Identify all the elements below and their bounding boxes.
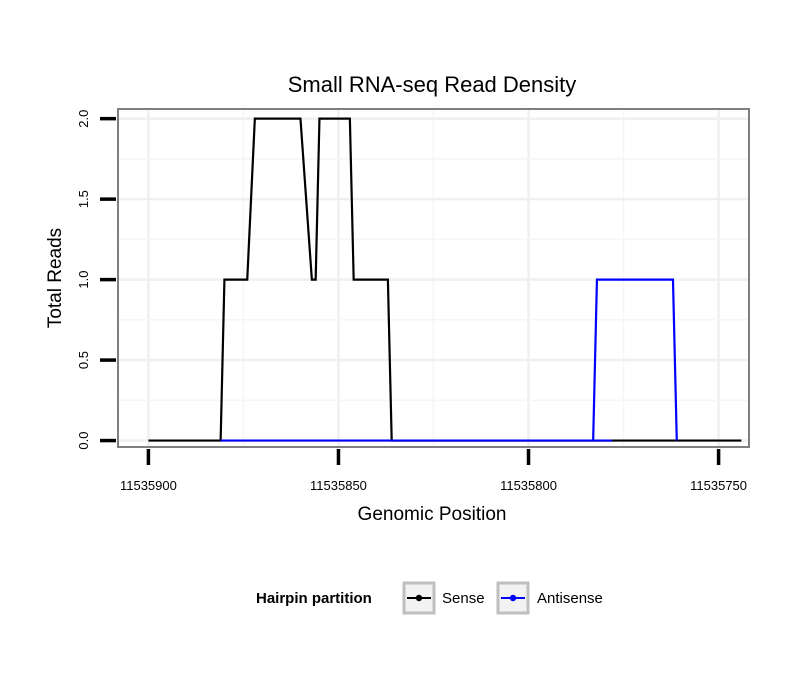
legend: Hairpin partition Sense Antisense xyxy=(256,581,603,615)
legend-label-antisense: Antisense xyxy=(537,590,603,607)
legend-label-sense: Sense xyxy=(442,590,485,607)
y-tick-label: 0.5 xyxy=(76,351,91,369)
x-axis-title: Genomic Position xyxy=(358,504,507,525)
chart-title: Small RNA-seq Read Density xyxy=(288,72,577,97)
y-tick-label: 1.5 xyxy=(76,190,91,208)
plot-border xyxy=(117,108,750,448)
y-axis: 0.0 0.5 1.0 1.5 2.0 xyxy=(76,110,116,450)
y-tick-label: 1.0 xyxy=(76,271,91,289)
x-tick-label: 11535800 xyxy=(500,478,557,493)
legend-point-sense xyxy=(415,594,423,602)
series-line-antisense-2 xyxy=(592,278,678,441)
y-axis-title: Total Reads xyxy=(45,228,66,328)
grid xyxy=(118,109,749,447)
legend-title: Hairpin partition xyxy=(256,590,372,607)
y-tick-label: 2.0 xyxy=(76,110,91,128)
x-tick-label: 11535900 xyxy=(120,478,177,493)
x-tick-label: 11535850 xyxy=(310,478,367,493)
x-axis: 11535900 11535850 11535800 11535750 xyxy=(120,449,747,493)
legend-item-sense: Sense xyxy=(402,581,485,615)
x-tick-label: 11535750 xyxy=(690,478,747,493)
legend-item-antisense: Antisense xyxy=(496,581,603,615)
y-tick-label: 0.0 xyxy=(76,432,91,450)
legend-point-antisense xyxy=(509,594,517,602)
series-layer xyxy=(148,117,742,442)
